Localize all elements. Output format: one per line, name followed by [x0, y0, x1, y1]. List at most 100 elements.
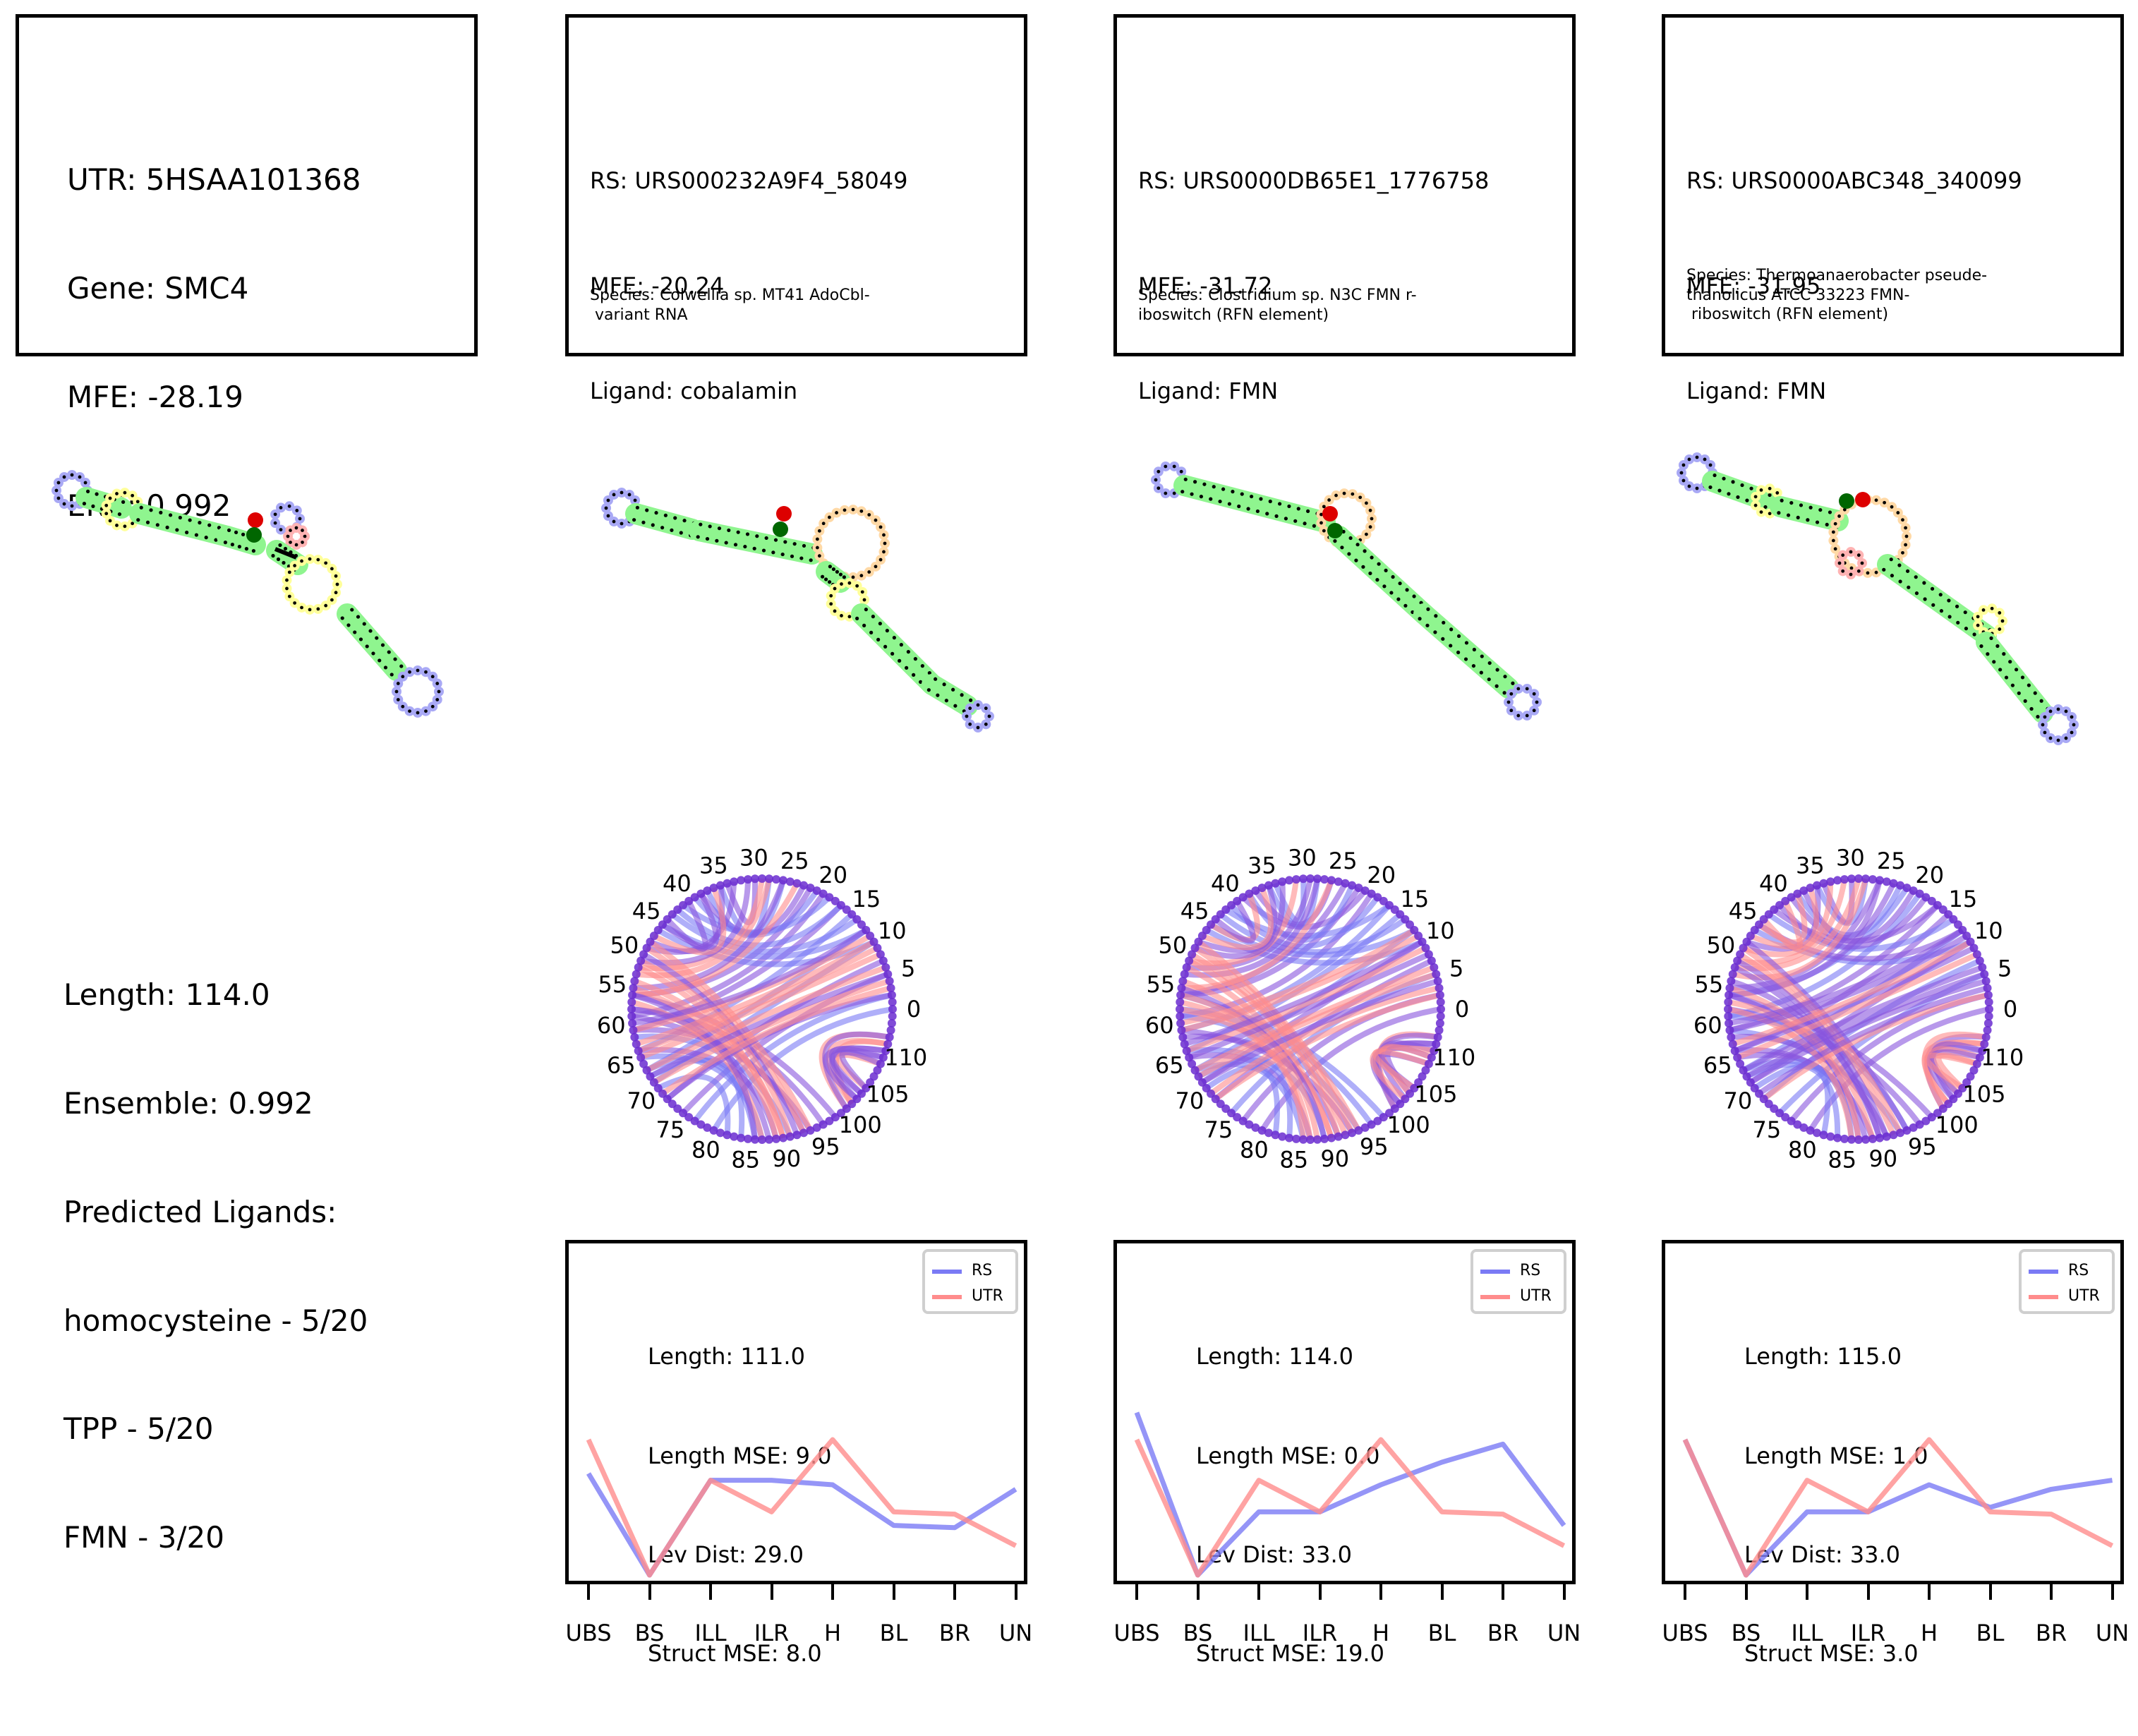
nucleotide-dot	[1882, 568, 1885, 572]
nucleotide-dot	[140, 506, 143, 510]
arc-tick-label: 30	[1288, 844, 1317, 871]
nucleotide-dot	[1768, 493, 1771, 497]
start-marker	[248, 512, 263, 528]
nucleotide-dot	[2036, 715, 2039, 718]
nucleotide-dot	[696, 535, 700, 538]
nucleotide-dot	[1306, 510, 1310, 513]
nucleotide-dot	[1173, 465, 1176, 469]
nucleotide-dot	[1923, 597, 1927, 601]
nucleotide-dot	[1502, 691, 1506, 694]
nucleotide-dot	[664, 514, 668, 517]
start-marker	[1855, 492, 1871, 507]
arc-tick-label: 90	[772, 1145, 801, 1172]
nucleotide-dot	[1278, 502, 1281, 505]
nucleotide-dot	[641, 521, 645, 524]
nucleotide-dot	[1212, 485, 1216, 488]
nucleotide-dot	[743, 545, 747, 548]
nucleotide-dot	[1717, 489, 1721, 493]
nucleotide-dot	[1976, 615, 1980, 618]
nucleotide-dot	[1964, 627, 1968, 630]
x-tick-label: BS	[1170, 1620, 1226, 1646]
nucleotide-dot	[63, 476, 66, 479]
nucleotide-dot	[1713, 474, 1716, 477]
nucleotide-dot	[829, 602, 833, 605]
nucleotide-dot	[620, 491, 624, 495]
nucleotide-dot	[207, 524, 211, 527]
stem-segment	[1339, 536, 1424, 614]
nucleotide-dot	[277, 557, 280, 561]
nucleotide-dot	[2057, 708, 2060, 711]
arc-tick-label: 100	[1935, 1111, 1979, 1138]
x-tick-mark	[587, 1584, 590, 1600]
nucleotide-dot	[1389, 591, 1393, 594]
nucleotide-dot	[1503, 675, 1506, 678]
nucleotide-dot	[1516, 687, 1520, 691]
nucleotide-dot	[2034, 692, 2037, 695]
x-tick-mark	[1563, 1584, 1566, 1600]
x-tick-mark	[2050, 1584, 2053, 1600]
nucleotide-dot	[1442, 621, 1445, 625]
nucleotide-dot	[934, 677, 937, 681]
arc-tick-label: 85	[731, 1147, 760, 1174]
arc-tick-label: 55	[1694, 971, 1723, 998]
nucleotide-dot	[1209, 498, 1212, 501]
nucleotide-dot	[1495, 685, 1499, 688]
predicted-ligands-heading: Predicted Ligands:	[64, 1194, 368, 1230]
nucleotide-dot	[867, 570, 871, 574]
nucleotide-dot	[660, 526, 664, 529]
arc-tick-label: 40	[1211, 870, 1240, 897]
nucleotide-dot	[289, 529, 292, 532]
nucleotide-dot	[1731, 480, 1734, 483]
nucleotide-dot	[1703, 458, 1707, 462]
nucleotide-dot	[1899, 579, 1902, 583]
nucleotide-dot	[893, 636, 896, 639]
utr-length: Length: 114.0	[64, 977, 368, 1013]
nucleotide-dot	[366, 644, 369, 648]
arc-tick-label: 90	[1868, 1145, 1897, 1172]
nucleotide-dot	[2043, 716, 2047, 719]
stem-segment	[1986, 642, 2043, 713]
x-tick-label: ILR	[1292, 1620, 1348, 1646]
nucleotide-dot	[1964, 610, 1967, 614]
nucleotide-dot	[888, 1012, 897, 1020]
nucleotide-dot	[1487, 677, 1491, 681]
nucleotide-dot	[115, 524, 119, 527]
rs-info-box-3: RS: URS0000ABC348_340099 MFE: -31.95 Lig…	[1662, 14, 2124, 356]
arc-tick-label: 10	[878, 917, 907, 944]
rs-ligand: Ligand: FMN	[1686, 374, 2022, 409]
arc-tick-label: 45	[1180, 898, 1209, 924]
nucleotide-dot	[401, 705, 404, 709]
x-tick-label: ILL	[682, 1620, 739, 1646]
nucleotide-dot	[224, 541, 227, 544]
nucleotide-dot	[898, 659, 901, 663]
nucleotide-dot	[833, 610, 837, 613]
x-tick-label: BR	[926, 1620, 983, 1646]
predicted-ligand-3: FMN - 3/20	[64, 1519, 368, 1555]
nucleotide-dot	[874, 565, 878, 568]
nucleotide-dot	[682, 519, 686, 522]
rs-species: Species: Clostridium sp. N3C FMN r- ibos…	[1138, 286, 1417, 325]
comparison-chart-2: Length: 114.0 Length MSE: 0.0 Lev Dist: …	[1113, 1240, 1576, 1584]
chart-plot-area	[1117, 1243, 1572, 1581]
nucleotide-dot	[1370, 555, 1373, 559]
x-tick-mark	[1806, 1584, 1808, 1600]
arc-tick-label: 80	[1240, 1137, 1269, 1164]
arc-tick-label: 110	[1432, 1044, 1475, 1071]
nucleotide-dot	[109, 497, 112, 500]
arc-tick-label: 45	[632, 898, 661, 924]
nucleotide-dot	[1496, 668, 1499, 672]
nucleotide-dot	[1749, 487, 1753, 490]
nucleotide-dot	[1250, 495, 1253, 498]
nucleotide-dot	[1857, 569, 1861, 573]
nucleotide-dot	[63, 502, 66, 506]
nucleotide-dot	[1832, 531, 1835, 534]
nucleotide-dot	[397, 682, 400, 685]
nucleotide-dot	[1806, 518, 1809, 522]
x-tick-label: BR	[2023, 1620, 2079, 1646]
x-tick-mark	[1684, 1584, 1686, 1600]
arc-tick-label: 85	[1828, 1147, 1856, 1174]
nucleotide-dot	[1838, 562, 1842, 565]
arc-tick-label: 50	[1159, 932, 1188, 959]
nucleotide-dot	[395, 690, 399, 694]
